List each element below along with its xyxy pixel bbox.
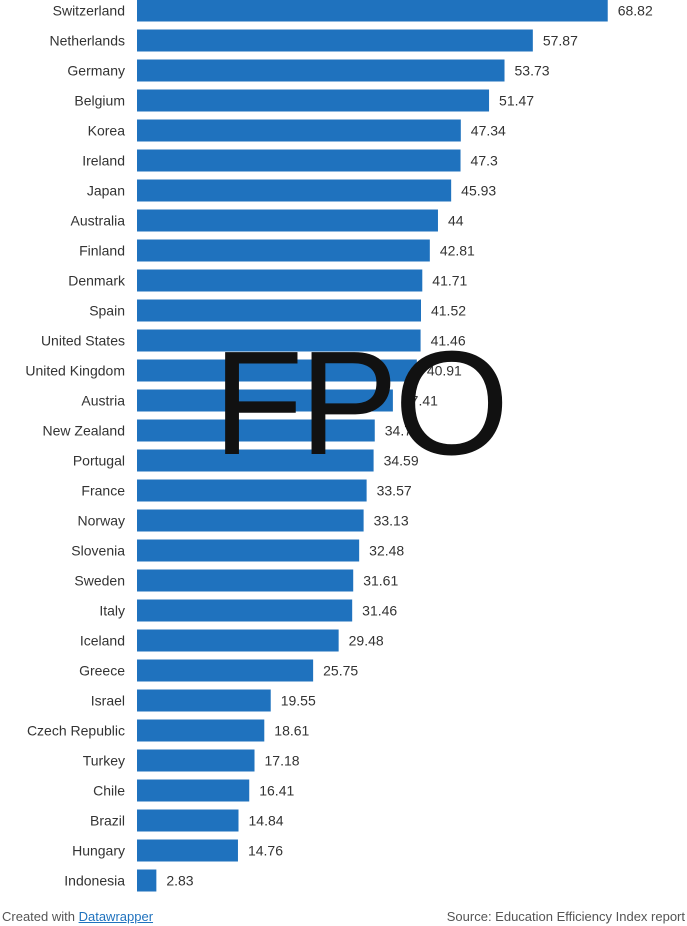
category-label: Israel <box>91 693 125 709</box>
bar <box>137 779 250 802</box>
fpo-watermark: FPO <box>213 321 509 486</box>
value-label: 14.76 <box>248 843 283 859</box>
bar <box>137 629 339 652</box>
bar <box>137 329 421 352</box>
category-label: Austria <box>81 393 125 409</box>
category-label: Indonesia <box>64 873 125 889</box>
category-label: Turkey <box>83 753 125 769</box>
category-label: Czech Republic <box>27 723 125 739</box>
category-label: Germany <box>67 63 125 79</box>
footer-source: Source: Education Efficiency Index repor… <box>446 909 685 924</box>
footer-credit: Created with Datawrapper <box>2 909 153 924</box>
category-label: Brazil <box>90 813 125 829</box>
value-label: 41.52 <box>431 303 466 319</box>
category-label: Finland <box>79 243 125 259</box>
category-label: Switzerland <box>53 3 125 19</box>
category-label: Slovenia <box>71 543 125 559</box>
bar <box>137 0 608 22</box>
category-label: Australia <box>71 213 126 229</box>
bar <box>137 509 364 532</box>
bar <box>137 479 367 502</box>
category-label: Denmark <box>68 273 126 289</box>
value-label: 53.73 <box>515 63 550 79</box>
category-label: Iceland <box>80 633 125 649</box>
value-label: 44 <box>448 213 464 229</box>
value-label: 19.55 <box>281 693 316 709</box>
value-label: 33.57 <box>377 483 412 499</box>
bar <box>137 299 421 322</box>
category-label: Netherlands <box>50 33 126 49</box>
category-label: United States <box>41 333 125 349</box>
credit-prefix: Created with <box>2 909 79 924</box>
bar <box>137 149 461 172</box>
value-label: 16.41 <box>259 783 294 799</box>
value-label: 14.84 <box>249 813 284 829</box>
category-label: Hungary <box>72 843 125 859</box>
bar <box>137 839 238 862</box>
bar <box>137 449 374 472</box>
bar <box>137 419 375 442</box>
bar <box>137 179 452 202</box>
value-label: 47.3 <box>471 153 498 169</box>
bar <box>137 119 461 142</box>
datawrapper-link[interactable]: Datawrapper <box>78 909 154 924</box>
bar <box>137 209 438 232</box>
value-label: 34.76 <box>385 423 420 439</box>
value-label: 57.87 <box>543 33 578 49</box>
value-label: 18.61 <box>274 723 309 739</box>
value-label: 42.81 <box>440 243 475 259</box>
value-label: 33.13 <box>374 513 409 529</box>
value-label: 68.82 <box>618 3 653 19</box>
bar <box>137 869 157 892</box>
bar <box>137 809 239 832</box>
value-label: 51.47 <box>499 93 534 109</box>
category-label: New Zealand <box>43 423 126 439</box>
bar <box>137 29 533 52</box>
category-label: Ireland <box>82 153 125 169</box>
value-label: 41.46 <box>431 333 466 349</box>
bar <box>137 689 271 712</box>
bar <box>137 269 423 292</box>
category-label: Norway <box>78 513 125 529</box>
bar <box>137 359 417 382</box>
bar <box>137 599 353 622</box>
category-label: France <box>81 483 125 499</box>
bar <box>137 749 255 772</box>
bar-chart: Switzerland 68.82 Netherlands 57.87 Germany 5… <box>25 0 653 892</box>
bar <box>137 89 490 112</box>
category-label: Korea <box>88 123 126 139</box>
category-label: Portugal <box>73 453 125 469</box>
value-label: 17.18 <box>265 753 300 769</box>
value-label: 2.83 <box>166 873 193 889</box>
value-label: 47.34 <box>471 123 506 139</box>
bar <box>137 539 360 562</box>
value-label: 34.59 <box>384 453 419 469</box>
category-label: Spain <box>89 303 125 319</box>
category-label: Chile <box>93 783 125 799</box>
value-label: 29.48 <box>349 633 384 649</box>
category-label: Japan <box>87 183 125 199</box>
value-label: 31.46 <box>362 603 397 619</box>
category-label: Sweden <box>74 573 125 589</box>
value-label: 40.91 <box>427 363 462 379</box>
value-label: 41.71 <box>432 273 467 289</box>
value-label: 45.93 <box>461 183 496 199</box>
bar <box>137 569 354 592</box>
bar <box>137 239 430 262</box>
category-label: Greece <box>79 663 125 679</box>
category-label: United Kingdom <box>25 363 125 379</box>
category-label: Italy <box>99 603 125 619</box>
bar <box>137 389 393 412</box>
value-label: 25.75 <box>323 663 358 679</box>
bar <box>137 719 265 742</box>
value-label: 32.48 <box>369 543 404 559</box>
category-label: Belgium <box>74 93 125 109</box>
bar <box>137 59 505 82</box>
value-label: 37.41 <box>403 393 438 409</box>
bar <box>137 659 314 682</box>
value-label: 31.61 <box>363 573 398 589</box>
